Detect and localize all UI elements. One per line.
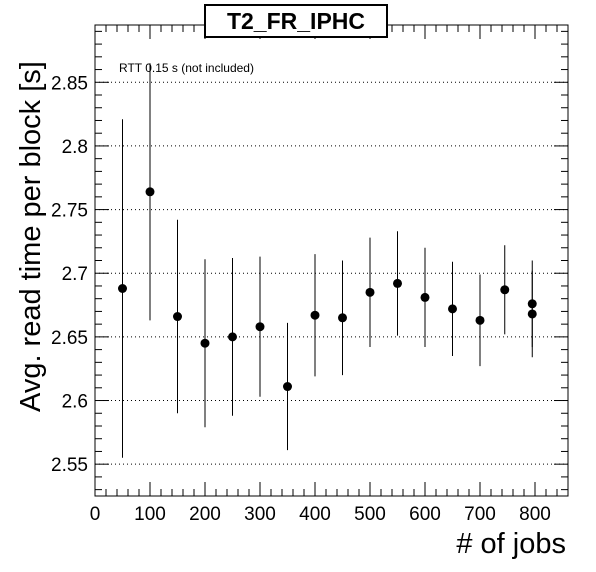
x-tick-label: 800: [519, 504, 551, 525]
axis-ticks: [94, 25, 568, 496]
x-tick-label: 0: [90, 504, 101, 525]
data-point: [475, 315, 485, 325]
plot-frame: [94, 24, 569, 497]
y-tick-label: 2.8: [62, 137, 88, 158]
chart-title: T2_FR_IPHC: [204, 4, 388, 38]
data-point: [228, 332, 237, 342]
y-axis-label: Avg. read time per block [s]: [15, 61, 47, 412]
data-point: [173, 312, 182, 322]
data-point: [310, 310, 320, 320]
x-tick-label: 700: [464, 504, 496, 525]
data-point: [283, 382, 292, 392]
y-tick-label: 2.55: [51, 455, 88, 476]
x-tick-label: 400: [299, 504, 331, 525]
y-tick-label: 2.7: [62, 264, 88, 285]
error-bars: [122, 63, 533, 458]
data-point: [500, 285, 510, 295]
data-point: [338, 313, 347, 323]
x-tick-label: 200: [189, 504, 221, 525]
y-tick-label: 2.75: [51, 201, 88, 222]
data-point: [448, 304, 457, 314]
data-point: [145, 187, 155, 197]
x-tick-label: 100: [134, 504, 166, 525]
grid-lines: [95, 81, 568, 465]
y-tick-label: 2.65: [51, 328, 88, 349]
data-point: [527, 309, 537, 319]
x-tick-label: 300: [244, 504, 276, 525]
x-tick-label: 600: [409, 504, 441, 525]
data-point: [527, 299, 537, 309]
data-point: [118, 284, 127, 294]
data-point: [200, 338, 210, 348]
annotation: RTT 0.15 s (not included): [119, 61, 254, 75]
data-point: [420, 292, 430, 302]
data-point: [393, 278, 402, 288]
y-tick-label: 2.85: [51, 73, 88, 94]
x-axis-label: # of jobs: [456, 528, 566, 560]
tick-labels: 2.55 2.6 2.65 2.7 2.75 2.8 2.85 0 100 200 300 400 50…: [51, 73, 551, 525]
y-tick-label: 2.6: [62, 392, 88, 413]
data-points: [118, 187, 537, 392]
data-point: [255, 322, 265, 332]
data-point: [365, 287, 375, 297]
x-tick-label: 500: [354, 504, 386, 525]
